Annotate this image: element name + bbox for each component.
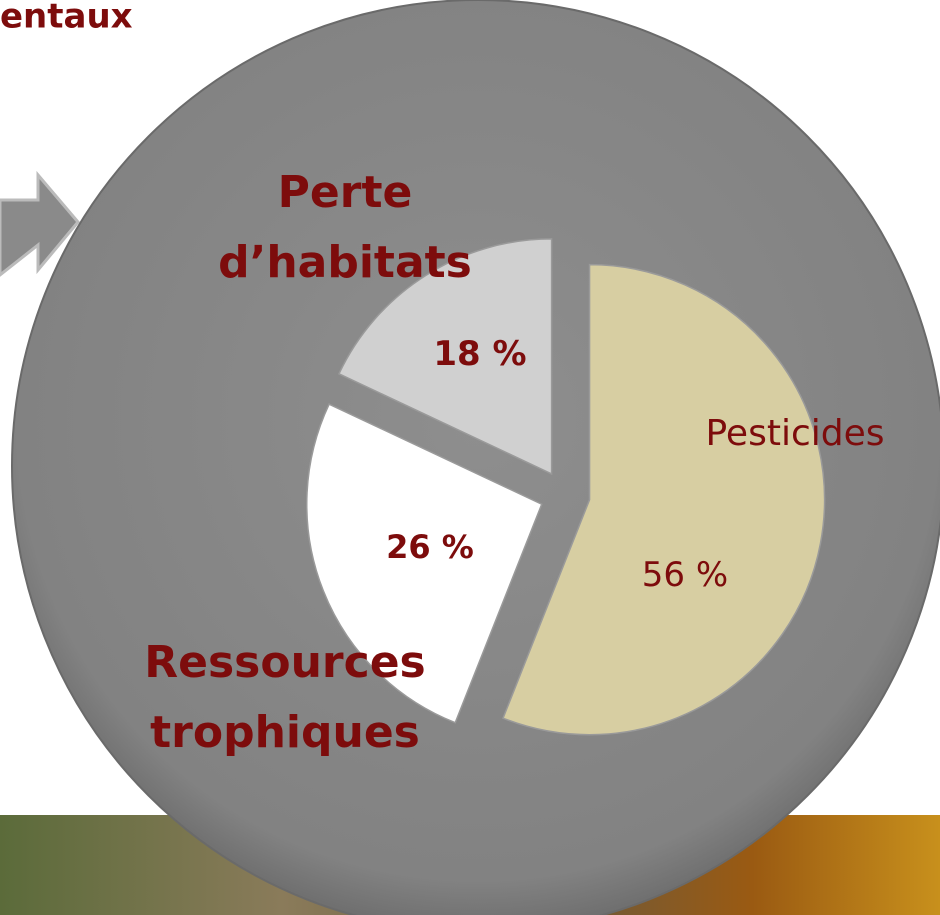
arrow [0,170,80,277]
title: entaux [0,0,133,37]
value-label: 18 % [433,334,527,374]
pie-slice [306,403,543,724]
pie-slice [337,238,553,476]
value-label: 26 % [386,528,474,566]
value-label: 56 % [641,555,729,595]
category-label: Perte d’habitats [218,167,472,289]
category-label: Ressources trophiques [144,637,426,759]
pie-slice [502,263,826,736]
category-label: Pesticides [705,413,885,454]
